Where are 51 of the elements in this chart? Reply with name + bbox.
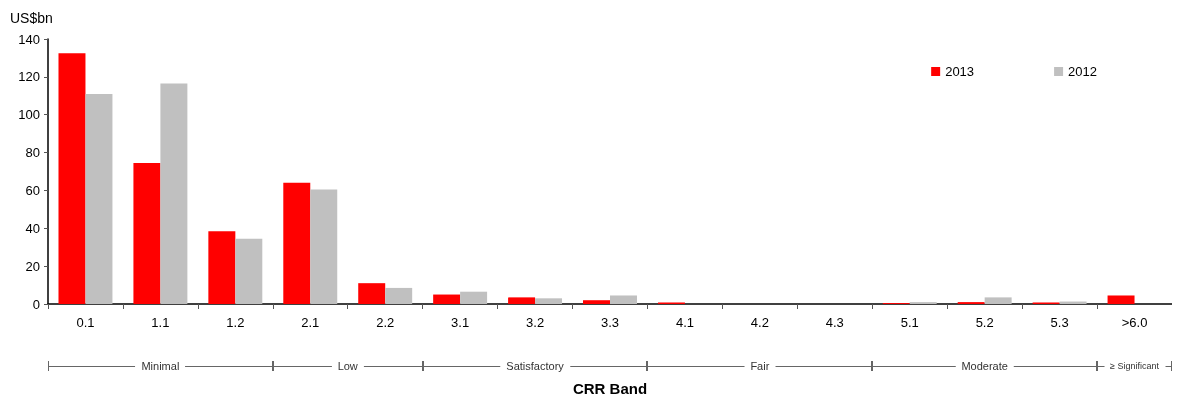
x-tick-label: 2.1 (301, 315, 320, 330)
y-tick-label: 20 (25, 258, 40, 274)
x-tick-label: 4.2 (750, 315, 769, 330)
x-axis-title: CRR Band (571, 380, 649, 397)
bar (583, 300, 610, 304)
text: Fair (744, 360, 776, 372)
text: Satisfactory (500, 360, 570, 372)
y-axis-title: US$bn (10, 10, 53, 26)
y-tick-label: 60 (25, 182, 40, 198)
y-tick-label: 0 (32, 296, 40, 312)
x-tick-label: >6.0 (1121, 315, 1148, 330)
y-tick-label: 40 (25, 220, 40, 236)
bar (535, 298, 563, 304)
bar (133, 162, 161, 304)
bar (508, 297, 536, 304)
y-tick-label: 80 (25, 145, 40, 161)
bar (208, 231, 236, 304)
x-tick-label: 3.2 (526, 315, 545, 330)
x-tick-label: 2.2 (376, 315, 395, 330)
text: Low (331, 360, 364, 372)
bar (984, 297, 1012, 304)
x-tick-label: 3.1 (451, 315, 470, 330)
bar (85, 93, 113, 304)
y-tick-label: 120 (18, 69, 40, 85)
x-tick-label: 1.2 (226, 315, 245, 330)
bar (235, 238, 263, 304)
text: ≥ Significant (1104, 361, 1166, 371)
x-tick-label: 4.1 (675, 315, 694, 330)
bar (310, 189, 338, 304)
bar (283, 182, 311, 304)
legend-label: 2013 (945, 64, 975, 79)
text: Moderate (955, 360, 1014, 372)
x-tick-label: 3.3 (600, 315, 620, 330)
y-tick-label: 140 (18, 31, 40, 47)
x-tick-label: 5.2 (975, 315, 994, 330)
x-tick-label: 0.1 (76, 315, 95, 330)
x-tick-label: 1.1 (151, 315, 170, 330)
bar (358, 283, 386, 304)
bar (433, 294, 461, 304)
bar (58, 53, 86, 304)
bar (610, 295, 637, 304)
legend-label: 2012 (1068, 64, 1097, 79)
y-tick-label: 100 (18, 107, 40, 123)
x-tick-label: 4.3 (825, 315, 844, 330)
x-tick-label: 5.1 (900, 315, 919, 330)
x-tick-label: 5.3 (1050, 315, 1069, 330)
bar (160, 83, 188, 304)
bar (385, 287, 413, 304)
bar (460, 291, 488, 304)
bar (1107, 295, 1135, 304)
text: Minimal (135, 360, 186, 372)
